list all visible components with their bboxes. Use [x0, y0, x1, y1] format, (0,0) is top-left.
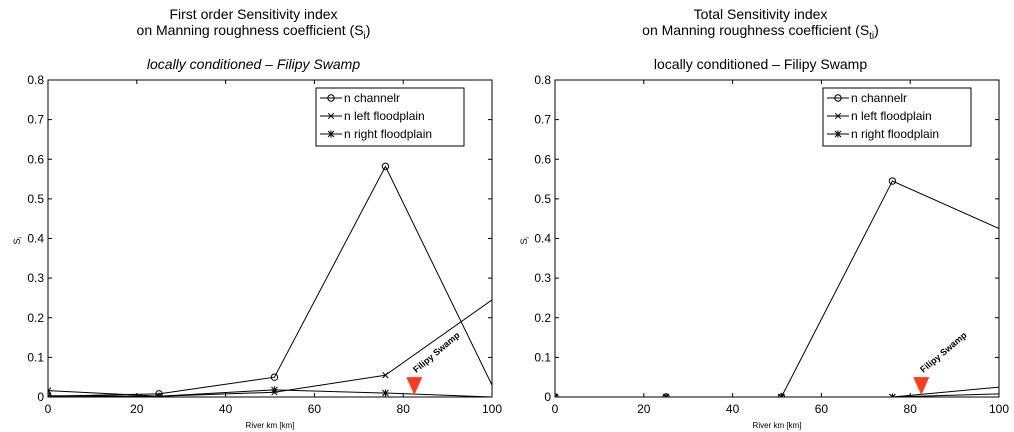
data-point: [381, 389, 390, 397]
y-tick-label: 0.5: [534, 192, 551, 206]
legend-item: n right floodplain: [827, 127, 939, 141]
legend-marker: [834, 94, 842, 102]
legend: n channelr n left floodplain n right flood…: [822, 87, 972, 147]
y-tick-label: 0.2: [27, 311, 44, 325]
chart-title: First order Sensitivity index on Manning…: [0, 6, 507, 45]
y-tick-label: 0.4: [27, 232, 44, 246]
title-line-2: on Manning roughness coefficient (Sti): [642, 22, 879, 42]
legend-item: n channelr: [827, 91, 907, 105]
annotation-label: Filipy Swamp: [918, 330, 969, 375]
series-line-2: [555, 393, 999, 397]
legend-marker: [834, 130, 842, 138]
title-line-1: Total Sensitivity index: [693, 6, 828, 22]
data-point: [777, 393, 786, 397]
y-tick-label: 0.2: [534, 311, 551, 325]
data-point: [382, 372, 389, 379]
filipy-swamp-marker: [406, 377, 423, 396]
chart-title: Total Sensitivity index on Manning rough…: [507, 6, 1014, 45]
x-axis-label: River km [km]: [753, 421, 802, 430]
filipy-swamp-marker: [913, 377, 930, 396]
series-line-1: [555, 386, 999, 397]
legend-label: n left floodplain: [851, 109, 932, 123]
x-tick-label: 80: [397, 402, 411, 416]
y-axis-label: Si: [12, 237, 24, 244]
data-point: [48, 392, 52, 397]
data-point: [888, 393, 897, 397]
legend-label: n right floodplain: [851, 127, 939, 141]
x-tick-label: 60: [308, 402, 322, 416]
series-line-1: [48, 299, 492, 397]
y-tick-label: 0.7: [27, 113, 44, 127]
data-point: [270, 386, 279, 394]
y-tick-label: 0.5: [27, 192, 44, 206]
y-tick-label: 0.3: [534, 271, 551, 285]
y-tick-label: 0.3: [27, 271, 44, 285]
data-point: [155, 392, 163, 397]
data-point: [270, 373, 279, 381]
y-tick-label: 0.8: [534, 73, 551, 87]
series-line-0: [555, 180, 999, 397]
chart-plot: 0 0.1 0.2 0.3 0.4 0.5 0.6 0.7 0.8 0 20 40 60 80 100 Riv…: [12, 73, 502, 430]
legend-label: n left floodplain: [344, 109, 425, 123]
x-tick-label: 40: [219, 402, 233, 416]
y-tick-label: 0.1: [27, 350, 44, 364]
legend-item: n channelr: [320, 91, 400, 105]
title-line-1: First order Sensitivity index: [169, 6, 338, 22]
legend-marker: [834, 112, 842, 120]
data-point: [555, 393, 559, 397]
data-point: [662, 393, 670, 397]
y-tick-label: 0.6: [27, 152, 44, 166]
data-point: [888, 177, 897, 185]
series-group: [555, 177, 999, 397]
y-tick-label: 0.7: [534, 113, 551, 127]
chart-subtitle: locally conditioned – Filipy Swamp: [653, 56, 868, 72]
y-tick-label: 0.6: [534, 152, 551, 166]
chart-panel-first-order: First order Sensitivity index on Manning…: [0, 6, 507, 430]
legend-item: n left floodplain: [827, 109, 932, 123]
x-tick-label: 0: [552, 402, 559, 416]
legend-item: n left floodplain: [320, 109, 425, 123]
y-tick-label: 0.1: [534, 350, 551, 364]
legend-marker: [327, 130, 335, 138]
x-tick-label: 20: [130, 402, 144, 416]
x-tick-label: 100: [482, 402, 502, 416]
x-tick-label: 40: [726, 402, 740, 416]
chart-plot: 0 0.1 0.2 0.3 0.4 0.5 0.6 0.7 0.8 0 20 40 60 80 100 Riv…: [519, 73, 1009, 430]
legend-label: n right floodplain: [344, 127, 432, 141]
x-axis-label: River km [km]: [246, 421, 295, 430]
x-tick-label: 60: [815, 402, 829, 416]
title-line-2: on Manning roughness coefficient (Si): [136, 22, 371, 42]
data-point: [155, 390, 163, 397]
y-tick-label: 0: [37, 390, 44, 404]
data-point: [381, 162, 390, 171]
y-tick-label: 0: [544, 390, 551, 404]
legend-label: n channelr: [851, 91, 907, 105]
legend-item: n right floodplain: [320, 127, 432, 141]
y-axis-label: Si: [519, 237, 531, 244]
data-point: [48, 387, 52, 395]
chart-subtitle: locally conditioned – Filipy Swamp: [146, 56, 361, 72]
x-tick-label: 80: [904, 402, 918, 416]
chart-panel-total: Total Sensitivity index on Manning rough…: [507, 0, 1014, 432]
series-group: [48, 162, 492, 397]
legend: n channelr n left floodplain n right flood…: [315, 87, 465, 147]
legend-marker: [327, 94, 335, 102]
x-tick-label: 0: [45, 402, 52, 416]
y-tick-label: 0.4: [534, 232, 551, 246]
x-tick-label: 20: [637, 402, 651, 416]
legend-marker: [327, 112, 335, 120]
y-tick-label: 0.8: [27, 73, 44, 87]
x-tick-label: 100: [989, 402, 1009, 416]
legend-label: n channelr: [344, 91, 400, 105]
